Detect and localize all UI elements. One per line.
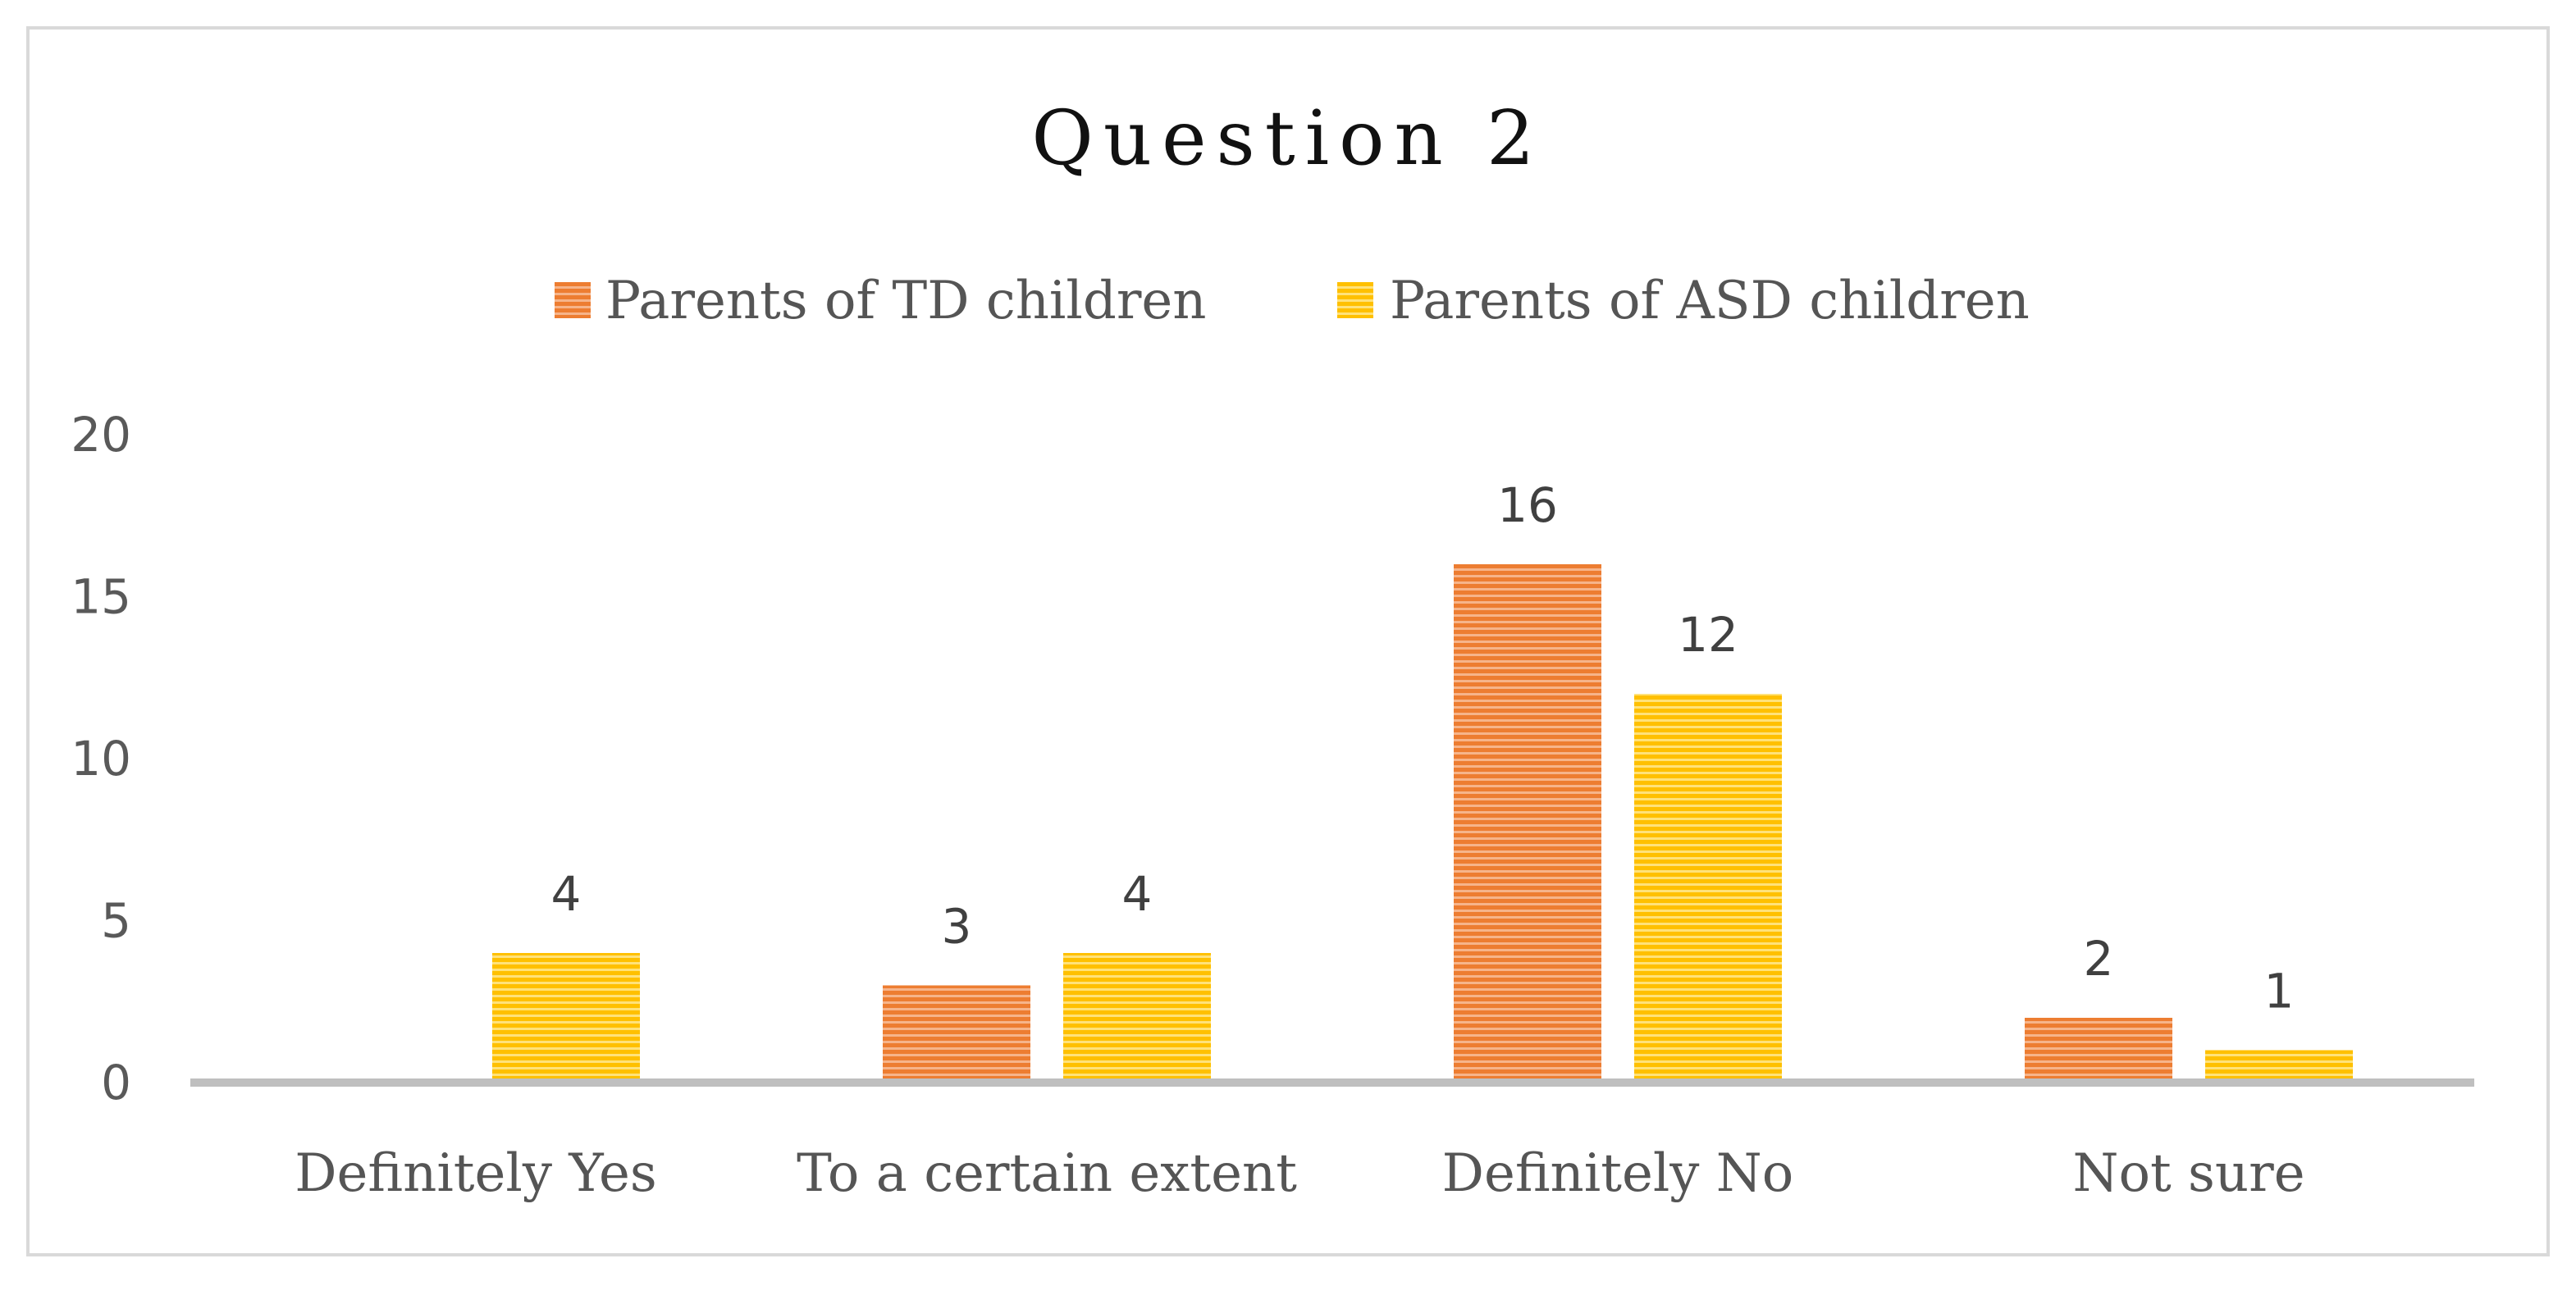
y-tick-label: 20 (71, 407, 131, 463)
data-label-td-2: 16 (1497, 477, 1558, 533)
bar-td-2 (1454, 564, 1601, 1083)
legend-label-asd: Parents of ASD children (1390, 271, 2030, 331)
data-label-asd-1: 4 (1122, 866, 1153, 922)
bar-asd-0 (492, 953, 640, 1083)
y-tick-label: 5 (101, 893, 131, 949)
data-label-asd-3: 1 (2264, 964, 2295, 1019)
x-category-label: Definitely No (1442, 1143, 1794, 1204)
x-category-label: Not sure (2072, 1143, 2304, 1204)
bars (492, 564, 2353, 1083)
x-category-label: To a certain extent (797, 1143, 1297, 1204)
bar-asd-2 (1634, 694, 1782, 1083)
y-axis-ticks: 0 5 10 15 20 (71, 407, 131, 1110)
data-label-td-1: 3 (942, 899, 972, 955)
legend-swatch-asd (1337, 282, 1373, 318)
data-label-asd-2: 12 (1678, 607, 1738, 663)
data-label-td-3: 2 (2084, 931, 2114, 987)
bar-td-3 (2025, 1018, 2172, 1083)
y-tick-label: 0 (101, 1055, 131, 1110)
data-labels: 4 3 4 16 12 2 1 (551, 477, 2295, 1019)
bar-asd-3 (2205, 1050, 2353, 1083)
bar-asd-1 (1063, 953, 1211, 1083)
x-category-label: Definitely Yes (295, 1143, 657, 1204)
x-axis-category-labels: Definitely Yes To a certain extent Definit… (295, 1143, 2304, 1204)
legend-label-td: Parents of TD children (605, 271, 1207, 331)
y-tick-label: 10 (71, 731, 131, 787)
y-tick-label: 15 (71, 569, 131, 625)
data-label-asd-0: 4 (551, 866, 582, 922)
legend-swatch-td (555, 282, 591, 318)
legend: Parents of TD children Parents of ASD ch… (555, 271, 2030, 331)
chart-title: Question 2 (1031, 94, 1544, 182)
bar-td-1 (883, 985, 1030, 1083)
